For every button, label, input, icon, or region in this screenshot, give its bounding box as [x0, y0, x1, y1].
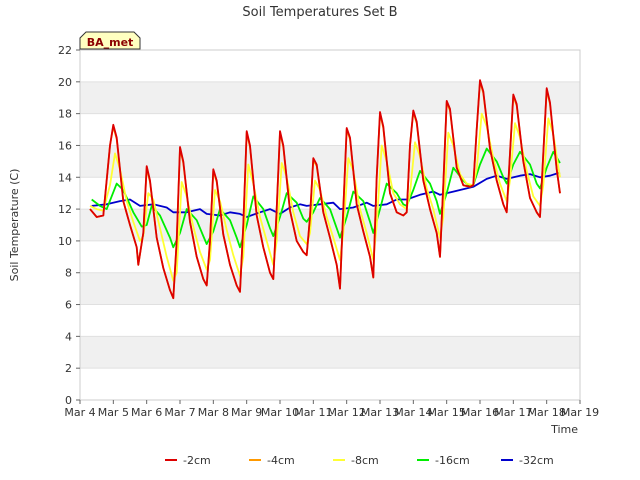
badge-label: BA_met — [87, 36, 134, 49]
y-tick-label: 12 — [58, 203, 72, 216]
grid-band — [80, 336, 580, 369]
x-tick-label: Mar 13 — [361, 406, 399, 419]
y-tick-label: 20 — [58, 76, 72, 89]
badge-box — [79, 31, 141, 50]
series-line-2cmcm — [89, 79, 561, 300]
series-lines — [89, 79, 561, 300]
x-tick-label: Mar 19 — [561, 406, 599, 419]
y-tick-label: 16 — [58, 139, 72, 152]
y-tick-label: 22 — [58, 44, 72, 57]
grid-band — [80, 145, 580, 178]
legend-label: -2cm — [183, 454, 211, 467]
x-tick-label: Mar 8 — [198, 406, 229, 419]
ba-met-badge: BA_met — [79, 31, 141, 50]
y-axis-label: Soil Temperature (C) — [8, 169, 21, 282]
legend-label: -4cm — [267, 454, 295, 467]
y-axis-ticks: 0 2 4 6 8 10 12 14 16 18 20 22 — [58, 44, 80, 407]
x-tick-label: Mar 6 — [131, 406, 162, 419]
x-tick-label: Mar 17 — [494, 406, 532, 419]
x-tick-label: Mar 10 — [261, 406, 299, 419]
plot-area-border — [79, 49, 581, 401]
y-tick-label: 14 — [58, 171, 72, 184]
grid-band — [80, 272, 580, 305]
y-tick-label: 18 — [58, 108, 72, 121]
y-tick-label: 6 — [65, 299, 72, 312]
y-tick-label: 4 — [65, 330, 72, 343]
legend-label: -32cm — [519, 454, 554, 467]
x-tick-label: Mar 18 — [528, 406, 566, 419]
x-tick-label: Mar 15 — [428, 406, 466, 419]
x-tick-label: Mar 14 — [394, 406, 432, 419]
y-tick-label: 10 — [58, 235, 72, 248]
series-line-32cmcm — [91, 171, 561, 218]
chart-title: Soil Temperatures Set B — [242, 5, 397, 20]
x-tick-label: Mar 9 — [231, 406, 262, 419]
grid-band — [80, 81, 580, 114]
x-tick-label: Mar 16 — [461, 406, 499, 419]
y-tick-label: 2 — [65, 362, 72, 375]
x-tick-label: Mar 4 — [64, 406, 95, 419]
legend-label: -16cm — [435, 454, 470, 467]
x-axis-label: Time — [550, 423, 578, 436]
x-tick-label: Mar 11 — [294, 406, 332, 419]
legend-label: -8cm — [351, 454, 379, 467]
legend: -2cm -4cm -8cm -16cm -32cm — [165, 454, 554, 467]
y-tick-label: 8 — [65, 267, 72, 280]
series-line-8cmcm — [89, 112, 561, 282]
x-tick-label: Mar 12 — [328, 406, 366, 419]
series-line-4cmcm — [89, 80, 561, 300]
x-tick-label: Mar 7 — [164, 406, 195, 419]
x-tick-label: Mar 5 — [98, 406, 129, 419]
y-tick-label: 0 — [65, 394, 72, 407]
